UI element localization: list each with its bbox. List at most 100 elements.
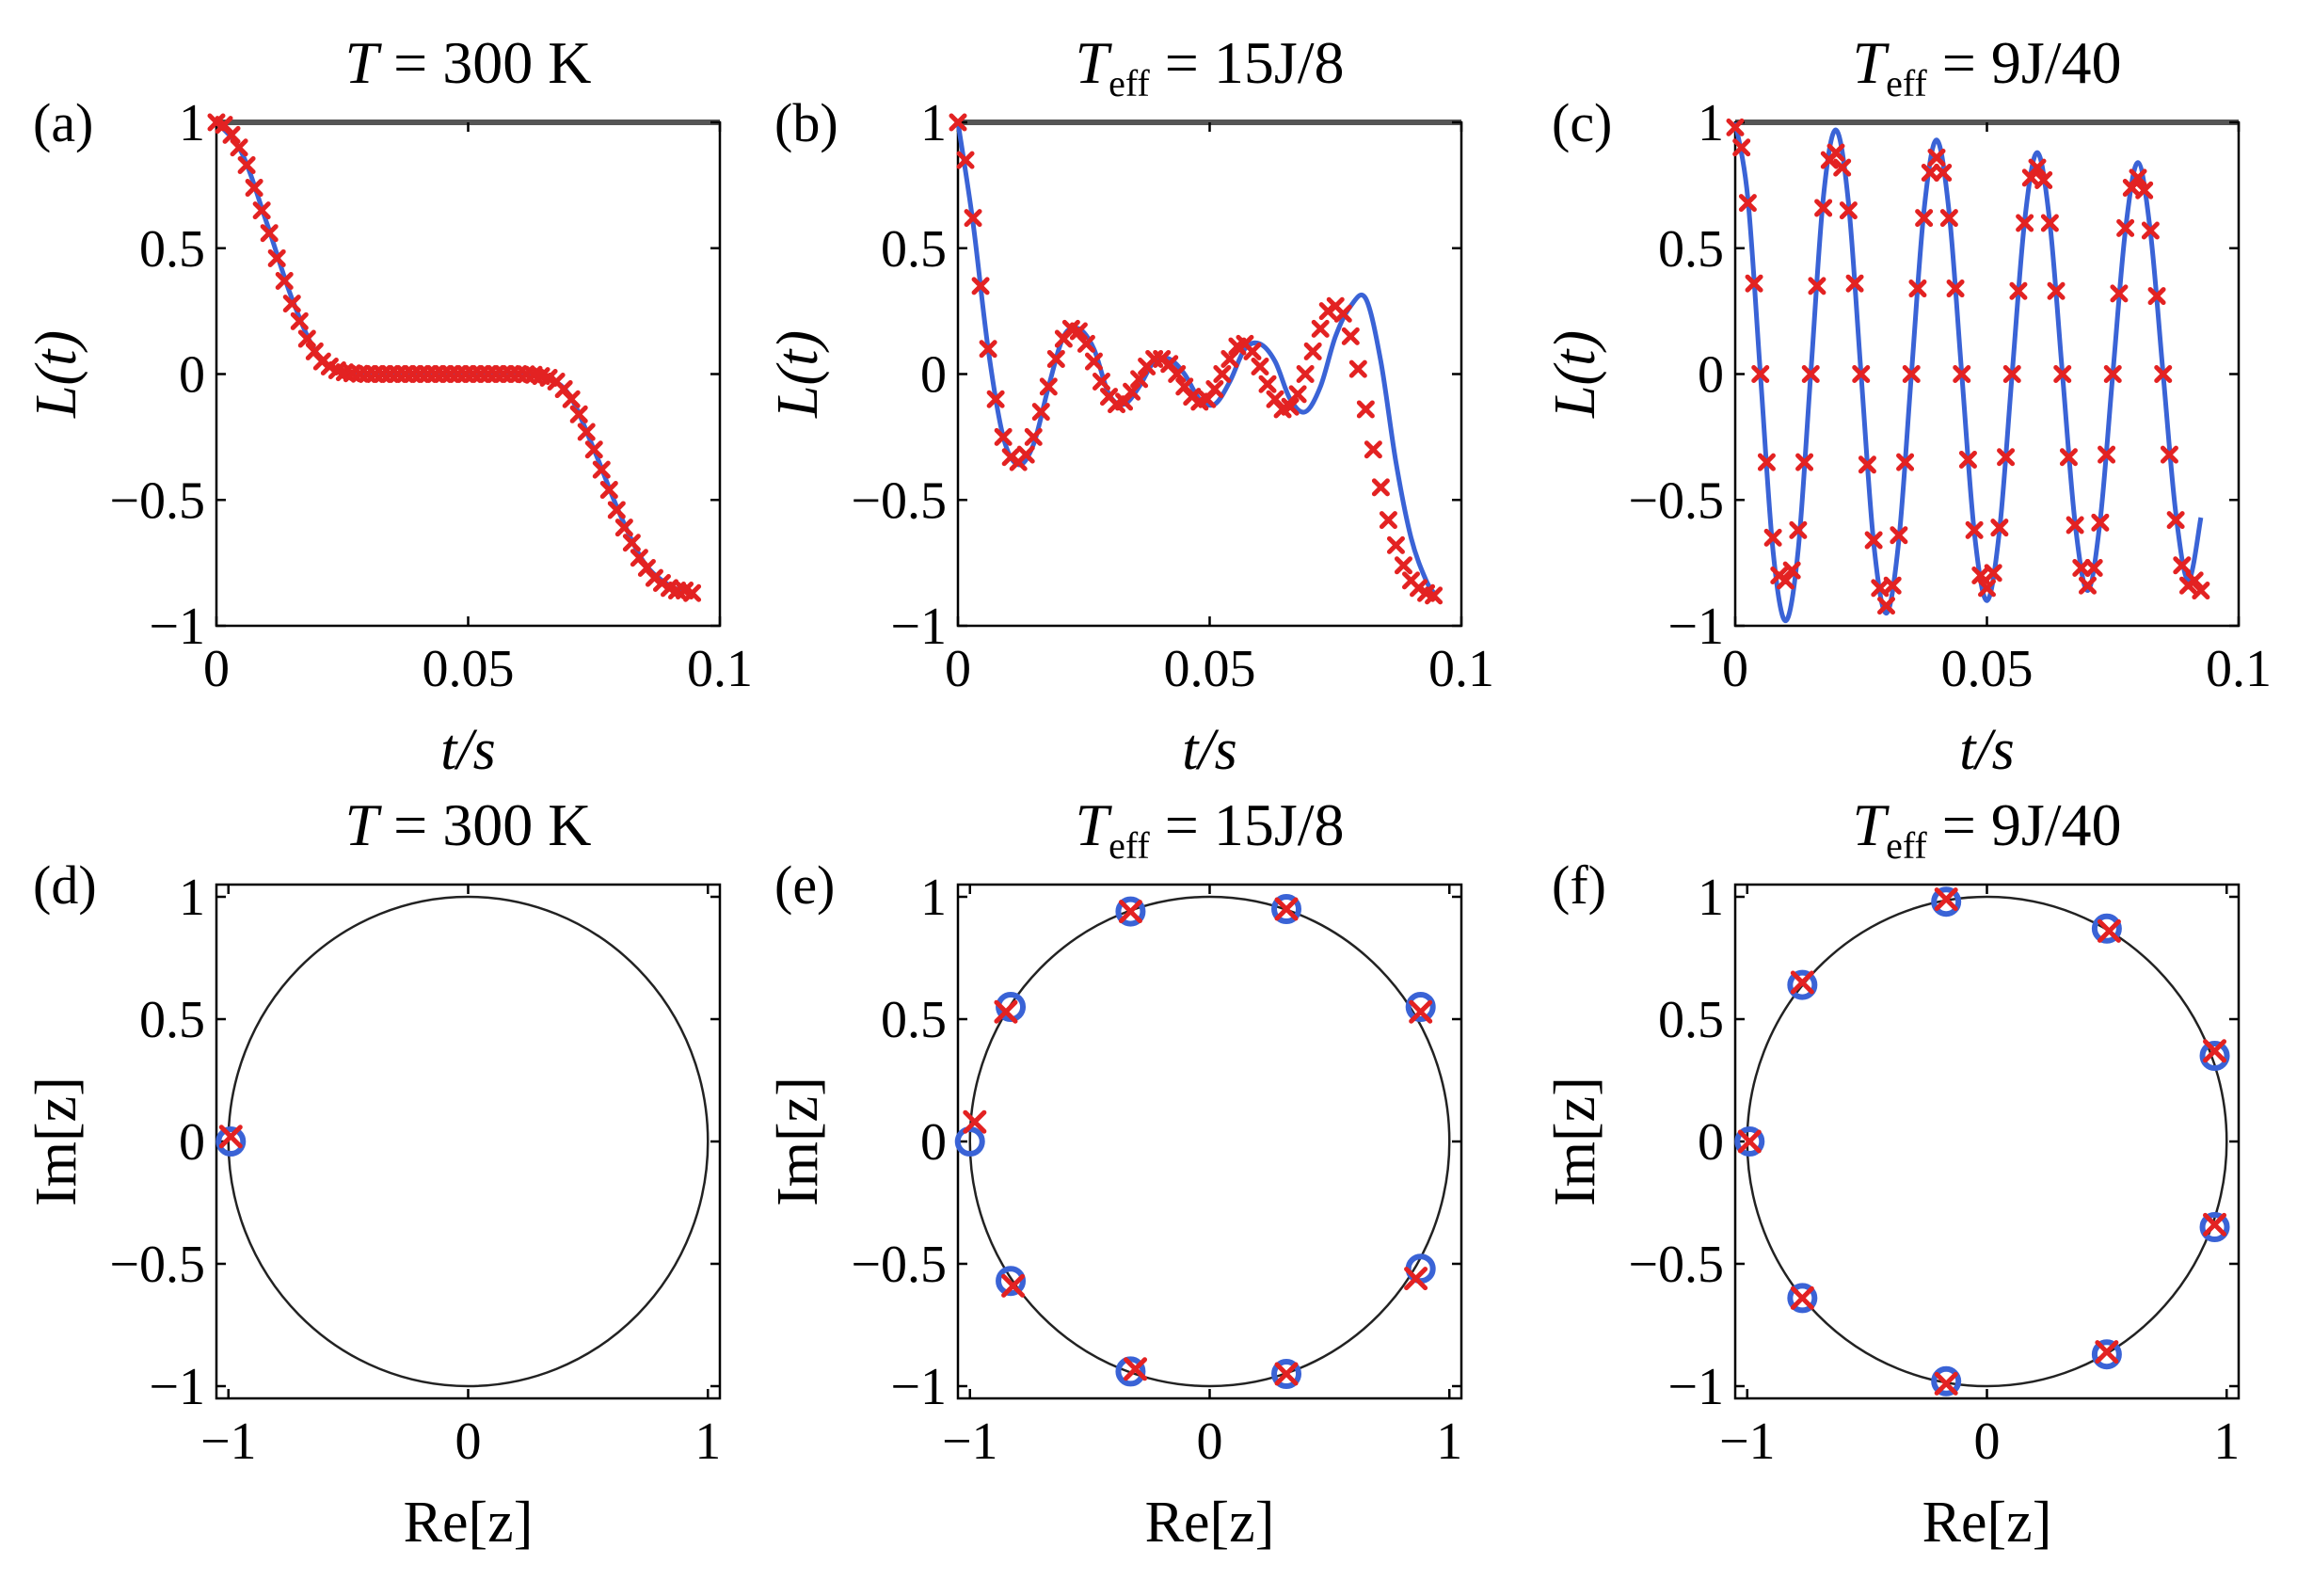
point-cross	[1069, 322, 1088, 341]
cross-stroke	[622, 534, 641, 552]
point-cross	[2110, 284, 2129, 303]
title-subscript: eff	[1109, 62, 1150, 104]
cross-stroke	[1425, 586, 1444, 605]
point-cross	[994, 999, 1018, 1024]
cross-stroke	[1939, 209, 1958, 228]
point-cross	[1939, 209, 1958, 228]
point-cross	[963, 1109, 987, 1134]
point-circle	[1931, 1365, 1962, 1396]
y-tick-label: −1	[1667, 598, 1724, 656]
cross-stroke	[1243, 342, 1262, 360]
y-axis-label: Im[z]	[766, 1077, 830, 1206]
y-tick-label: −0.5	[851, 1236, 947, 1294]
x-axis-label: t/s	[440, 718, 496, 782]
cross-stroke	[1371, 478, 1390, 497]
cross-stroke	[2095, 1340, 2119, 1365]
cross-stroke	[1118, 900, 1142, 924]
cross-stroke	[1303, 342, 1322, 360]
y-tick-label: −1	[890, 598, 947, 656]
point-cross	[1274, 1362, 1299, 1386]
cross-stroke	[2009, 281, 2028, 300]
panel-title: T = 300 K	[345, 791, 592, 858]
title-main: T	[345, 29, 383, 96]
point-cross	[1205, 380, 1224, 399]
y-axis-label: L(t)	[24, 330, 88, 419]
cross-stroke	[1839, 201, 1858, 220]
point-cross	[275, 272, 294, 291]
point-cross	[1046, 349, 1065, 368]
point-cross	[1927, 148, 1946, 167]
point-cross	[1031, 403, 1050, 422]
point-cross	[222, 125, 241, 144]
point-cross	[1409, 999, 1433, 1024]
cross-stroke	[569, 405, 588, 423]
point-cross	[1341, 327, 1360, 345]
y-tick-label: 1	[179, 94, 205, 152]
point-cross	[1274, 897, 1299, 921]
cross-stroke	[964, 209, 982, 228]
point-cross	[1732, 138, 1751, 157]
point-cross	[1379, 511, 1397, 530]
point-cross	[2160, 445, 2178, 464]
cross-stroke	[1965, 520, 1984, 539]
point-cross	[252, 201, 271, 220]
point-cross	[1858, 455, 1876, 474]
point-cross	[2072, 558, 2091, 577]
point-cross	[1921, 164, 1939, 182]
plot-frame	[956, 883, 1463, 1400]
cross-stroke	[1061, 319, 1080, 338]
cross-stroke	[2091, 513, 2110, 532]
plot-frame	[1733, 883, 2241, 1400]
x-axis-label: Re[z]	[1145, 1491, 1275, 1555]
panel-label: (e)	[774, 854, 835, 916]
point-cross	[569, 405, 588, 423]
point-cross	[1934, 1371, 1958, 1396]
point-cross	[1243, 342, 1262, 360]
point-cross	[562, 390, 581, 408]
title-rest: = 9J/40	[1927, 29, 2122, 96]
cross-stroke	[1958, 450, 1977, 469]
cross-stroke	[630, 549, 648, 567]
x-tick-label: 0	[203, 640, 230, 698]
cross-stroke	[2135, 181, 2154, 200]
point-cross	[2034, 171, 2053, 190]
panel-label: (b)	[774, 92, 838, 153]
y-tick-label: 1	[179, 869, 205, 927]
cross-stroke	[971, 277, 990, 295]
cross-stroke	[1790, 970, 1814, 995]
cross-stroke	[1934, 164, 1953, 182]
cross-stroke	[1220, 349, 1239, 368]
title-main: T	[1852, 791, 1890, 858]
cross-stroke	[2185, 571, 2204, 590]
x-axis-label: t/s	[1959, 718, 2015, 782]
x-tick-label: 1	[2213, 1412, 2240, 1471]
point-cross	[1288, 385, 1307, 404]
x-tick-label: 0.1	[687, 640, 753, 698]
title-subscript: eff	[1109, 824, 1150, 867]
point-cross	[1795, 453, 1814, 471]
point-cross	[1946, 279, 1965, 298]
point-cross	[1896, 453, 1915, 471]
title-rest: = 15J/8	[1150, 29, 1345, 96]
cross-stroke	[592, 460, 611, 479]
point-cross	[1738, 194, 1757, 213]
panel-label: (a)	[33, 92, 93, 153]
point-cross	[2059, 448, 2078, 467]
cross-stroke	[562, 390, 581, 408]
cross-stroke	[1281, 397, 1300, 416]
cross-stroke	[1782, 561, 1801, 580]
cross-stroke	[584, 440, 603, 459]
cross-stroke	[1069, 322, 1088, 341]
point-cross	[1394, 556, 1412, 575]
point-circle	[996, 1266, 1027, 1297]
cross-stroke	[1031, 403, 1050, 422]
point-cross	[1751, 365, 1770, 383]
point-cross	[2147, 287, 2166, 306]
cross-stroke	[599, 481, 618, 500]
cross-stroke	[1341, 327, 1360, 345]
cross-stroke	[1258, 375, 1277, 393]
panel-label: (c)	[1552, 92, 1612, 153]
point-cross	[1839, 201, 1858, 220]
cross-stroke	[1738, 194, 1757, 213]
point-cross	[964, 209, 982, 228]
